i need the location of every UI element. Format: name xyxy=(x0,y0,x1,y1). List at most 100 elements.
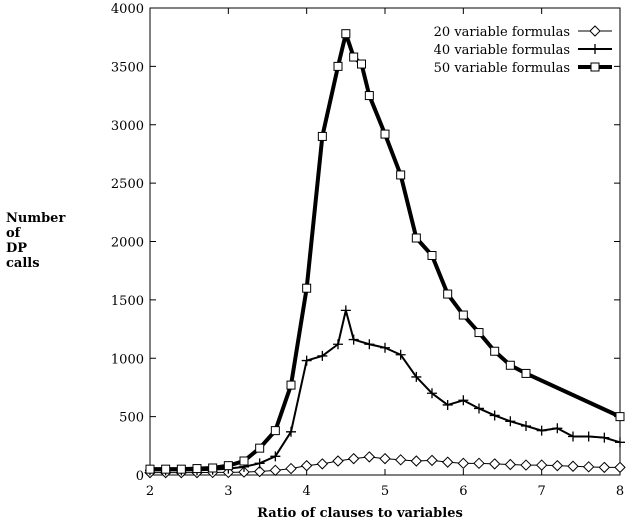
series-line xyxy=(150,31,621,472)
data-point-plus xyxy=(536,425,547,436)
data-point-diamond xyxy=(285,462,297,475)
data-point-diamond xyxy=(363,451,376,463)
legend-label: 50 variable formulas xyxy=(434,61,570,76)
data-point-plus xyxy=(395,349,406,360)
data-point-square xyxy=(302,283,312,293)
data-point-diamond xyxy=(614,461,626,474)
legend-label: 40 variable formulas xyxy=(434,43,570,58)
y-axis-label: Number of DP calls xyxy=(6,211,65,271)
y-tick-label: 4000 xyxy=(111,2,144,17)
y-axis-label-line: calls xyxy=(6,256,40,271)
data-point-diamond xyxy=(238,466,250,478)
data-point-plus xyxy=(427,388,437,399)
data-point-square xyxy=(333,61,343,71)
data-point-square xyxy=(357,59,366,69)
data-point-plus xyxy=(364,339,375,350)
plot-frame xyxy=(149,7,621,476)
data-point-square xyxy=(458,310,468,320)
legend: 20 variable formulas 40 variable formulas… xyxy=(434,25,612,76)
legend-label: 20 variable formulas xyxy=(434,25,570,40)
legend-marker-square xyxy=(590,62,600,72)
x-axis-ticks: 2 3 4 5 6 7 8 xyxy=(146,8,624,499)
x-tick-label: 5 xyxy=(381,484,389,499)
data-point-diamond xyxy=(347,452,360,465)
y-tick-label: 3000 xyxy=(111,119,144,134)
data-point-square xyxy=(239,456,249,466)
legend-marker-diamond xyxy=(589,25,601,37)
data-point-plus xyxy=(615,437,625,448)
y-axis-label-line: of xyxy=(6,226,22,241)
data-point-square xyxy=(380,129,390,139)
y-tick-label: 1500 xyxy=(111,294,144,309)
data-point-diamond xyxy=(582,461,595,473)
data-point-diamond xyxy=(441,456,454,468)
y-axis-ticks: 0 500 1000 1500 2000 2500 3000 3500 4000 xyxy=(111,2,620,484)
data-point-square xyxy=(505,360,515,370)
data-point-square xyxy=(208,463,218,473)
data-point-plus xyxy=(301,355,312,366)
data-point-square xyxy=(396,170,406,180)
x-axis-label: Ratio of clauses to variables xyxy=(257,506,463,521)
data-point-plus xyxy=(333,339,343,350)
data-point-square xyxy=(490,346,500,356)
data-point-square xyxy=(443,289,453,299)
data-point-square xyxy=(255,443,265,453)
data-point-square xyxy=(349,52,359,62)
data-point-square xyxy=(364,91,374,101)
data-point-square xyxy=(411,233,421,243)
data-point-diamond xyxy=(379,452,391,465)
data-point-square xyxy=(223,461,233,471)
data-point-plus xyxy=(599,432,610,443)
data-point-plus xyxy=(442,399,453,410)
legend-marker-plus xyxy=(590,44,600,54)
series-line xyxy=(150,309,621,472)
data-point-diamond xyxy=(300,459,313,472)
data-point-square xyxy=(615,412,625,422)
data-point-plus xyxy=(348,334,359,345)
data-point-diamond xyxy=(520,459,532,471)
data-point-square xyxy=(317,131,327,141)
y-axis-label-line: DP xyxy=(6,241,27,256)
x-tick-label: 4 xyxy=(303,484,311,499)
data-point-plus xyxy=(568,431,578,442)
y-tick-label: 1000 xyxy=(111,352,144,367)
data-point-plus xyxy=(411,371,422,382)
x-tick-label: 8 xyxy=(616,484,624,499)
data-point-square xyxy=(145,464,155,474)
y-axis-label-line: Number xyxy=(6,211,65,226)
y-tick-label: 500 xyxy=(119,411,144,426)
data-point-diamond xyxy=(598,461,611,474)
x-tick-label: 7 xyxy=(538,484,546,499)
data-point-diamond xyxy=(551,459,564,472)
data-point-square xyxy=(270,426,280,436)
data-point-diamond xyxy=(269,464,282,477)
data-point-plus xyxy=(505,416,516,427)
data-point-diamond xyxy=(488,458,501,470)
series-plus xyxy=(145,305,625,476)
y-tick-label: 3500 xyxy=(111,60,144,75)
data-point-plus xyxy=(286,426,296,437)
data-point-plus xyxy=(521,420,531,431)
data-point-diamond xyxy=(567,460,579,472)
data-point-diamond xyxy=(253,465,266,478)
y-tick-label: 2500 xyxy=(111,177,144,192)
data-point-square xyxy=(341,29,351,39)
data-point-square xyxy=(427,251,437,261)
data-point-diamond xyxy=(457,457,470,470)
data-point-plus xyxy=(458,395,469,406)
x-tick-label: 2 xyxy=(146,484,154,499)
data-point-plus xyxy=(270,451,281,462)
data-point-square xyxy=(474,328,484,338)
data-point-plus xyxy=(583,431,594,442)
data-point-square xyxy=(192,464,202,474)
data-point-plus xyxy=(254,458,265,469)
data-point-diamond xyxy=(332,455,344,467)
data-point-diamond xyxy=(410,455,423,467)
x-tick-label: 6 xyxy=(459,484,467,499)
data-point-plus xyxy=(380,342,390,353)
data-point-diamond xyxy=(535,459,548,471)
data-point-plus xyxy=(489,410,500,421)
data-point-diamond xyxy=(394,454,407,466)
data-point-diamond xyxy=(316,458,329,470)
